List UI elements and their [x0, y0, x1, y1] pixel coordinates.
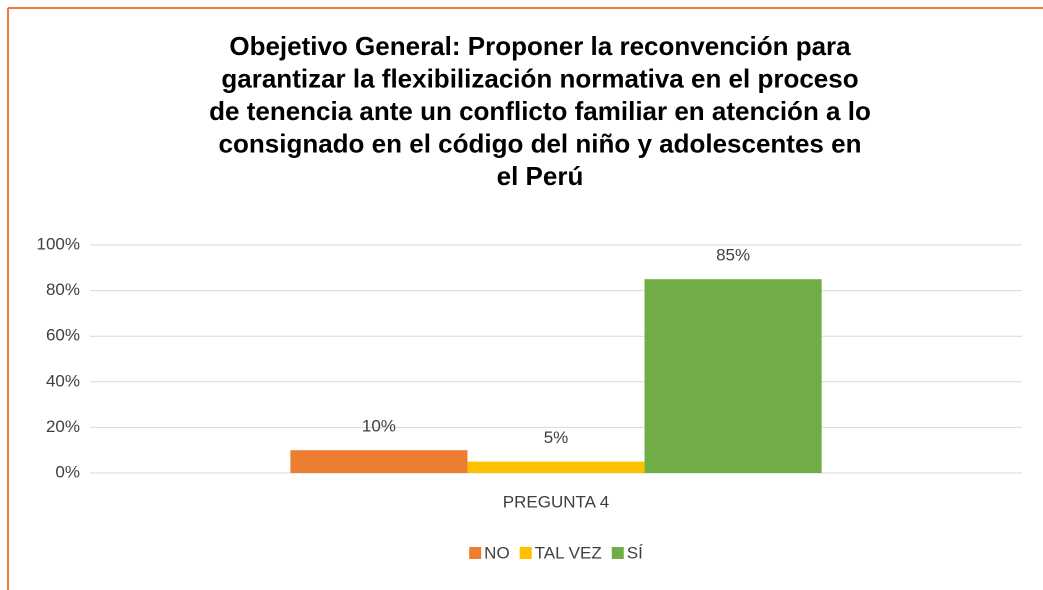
legend-swatch — [611, 547, 624, 559]
data-label: 10% — [362, 417, 396, 436]
legend-swatch — [519, 547, 532, 559]
legend-label: NO — [484, 543, 510, 562]
data-label: 5% — [544, 428, 569, 447]
y-tick-label: 0% — [55, 462, 80, 481]
bar — [290, 450, 468, 473]
y-tick-label: 100% — [37, 234, 80, 253]
legend-swatch — [469, 547, 482, 559]
data-label: 85% — [716, 246, 750, 265]
chart-title: de tenencia ante un conflicto familiar e… — [209, 96, 871, 126]
chart-title: el Perú — [497, 161, 584, 191]
bar — [467, 461, 645, 473]
x-tick-label: PREGUNTA 4 — [503, 492, 609, 511]
y-tick-label: 80% — [46, 280, 80, 299]
y-tick-label: 60% — [46, 326, 80, 345]
chart-title: garantizar la flexibilización normativa … — [221, 63, 858, 93]
chart-title: consignado en el código del niño y adole… — [219, 128, 862, 158]
bar — [644, 279, 822, 473]
legend-label: TAL VEZ — [535, 543, 602, 562]
chart-title: Obejetivo General: Proponer la reconvenc… — [229, 31, 851, 61]
y-tick-label: 20% — [46, 417, 80, 436]
y-tick-label: 40% — [46, 371, 80, 390]
legend-label: SÍ — [627, 543, 643, 562]
